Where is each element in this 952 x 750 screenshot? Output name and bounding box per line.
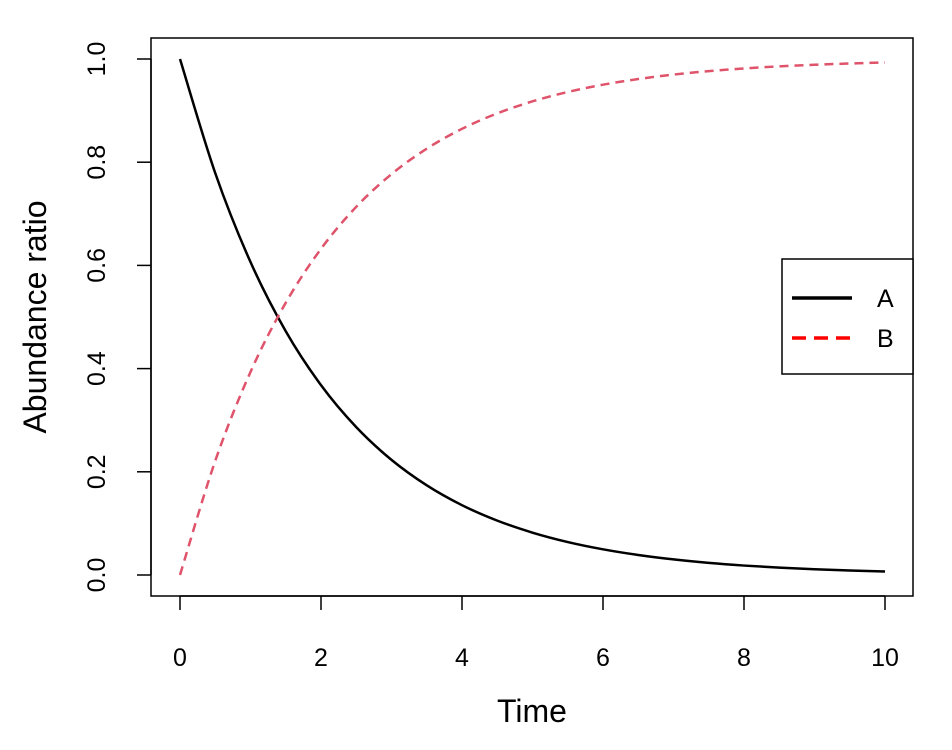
y-tick-label: 1.0: [83, 42, 111, 77]
y-axis-label: Abundance ratio: [17, 200, 53, 433]
y-tick-label: 0.6: [83, 248, 111, 283]
legend-label-b: B: [877, 325, 894, 353]
y-tick-label: 0.2: [83, 454, 111, 489]
x-tick-label: 2: [314, 644, 328, 672]
x-axis-label: Time: [497, 693, 567, 729]
series-layer: [178, 58, 886, 576]
y-tick-label: 0.0: [83, 558, 111, 593]
x-tick-label: 0: [173, 644, 187, 672]
x-tick-label: 10: [871, 644, 899, 672]
x-axis: 0 2 4 6 8 10: [173, 595, 899, 672]
x-tick-label: 8: [737, 644, 751, 672]
x-tick-label: 4: [455, 644, 469, 672]
legend: A B: [781, 258, 914, 375]
legend-box: [781, 258, 914, 375]
x-tick-label: 6: [596, 644, 610, 672]
y-tick-label: 0.4: [83, 351, 111, 386]
y-tick-label: 0.8: [83, 145, 111, 180]
y-axis: 0.0 0.2 0.4 0.6 0.8 1.0: [83, 42, 152, 593]
series-line-a: [178, 58, 886, 573]
series-line-b: [178, 61, 886, 576]
legend-label-a: A: [877, 285, 894, 313]
